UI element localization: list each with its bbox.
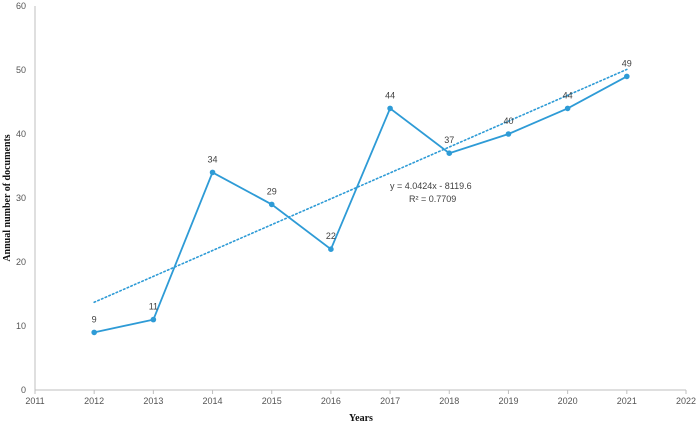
y-axis-ticks: 0 10 20 30 40 50 60: [16, 1, 26, 395]
trendline-r-squared: R² = 0.7709: [409, 194, 456, 204]
y-tick-label: 40: [16, 129, 26, 139]
x-tick-label: 2014: [203, 396, 223, 406]
y-tick-label: 0: [21, 385, 26, 395]
data-label: 49: [622, 58, 632, 68]
data-label: 29: [267, 186, 277, 196]
data-point: [446, 150, 453, 156]
y-tick-label: 20: [16, 257, 26, 267]
x-tick-label: 2018: [439, 396, 459, 406]
data-label: 37: [444, 135, 454, 145]
data-labels: 9 11 34 29 22 44 37 40 44 49: [92, 58, 632, 324]
series-line: [94, 75, 628, 334]
x-tick-label: 2020: [558, 396, 578, 406]
data-point: [209, 169, 216, 176]
data-label: 34: [208, 154, 218, 164]
data-point: [91, 329, 97, 336]
x-tick-label: 2012: [84, 396, 104, 406]
x-tick-label: 2013: [143, 396, 163, 406]
trendline: [93, 68, 628, 304]
data-point: [150, 316, 157, 323]
data-point: [268, 201, 275, 208]
x-tick-label: 2021: [617, 396, 637, 406]
x-tick-label: 2017: [380, 396, 400, 406]
y-axis-title: Annual number of documents: [2, 134, 13, 261]
data-point: [387, 105, 393, 112]
x-tick-label: 2016: [321, 396, 341, 406]
data-label: 9: [92, 314, 97, 324]
data-label: 40: [503, 116, 513, 126]
x-axis-ticks: 2011 2012 2013 2014 2015 2016 2017 2018 2019 2020…: [25, 390, 696, 406]
y-tick-label: 10: [16, 321, 26, 331]
data-point: [505, 131, 512, 137]
data-point: [328, 246, 334, 252]
x-tick-label: 2022: [676, 396, 696, 406]
x-axis-title: Years: [349, 413, 373, 424]
x-tick-label: 2011: [25, 396, 44, 406]
x-tick-label: 2019: [498, 396, 518, 406]
y-tick-label: 50: [16, 65, 26, 75]
data-label: 44: [563, 90, 573, 100]
y-tick-label: 60: [16, 1, 26, 11]
trendline-equation: y = 4.0424x - 8119.6: [390, 181, 472, 191]
data-point: [624, 73, 630, 80]
data-label: 11: [149, 302, 158, 312]
data-points: [91, 73, 630, 336]
data-point: [564, 105, 571, 112]
x-tick-label: 2015: [262, 396, 282, 406]
y-tick-label: 30: [16, 193, 26, 203]
data-label: 44: [385, 90, 395, 100]
data-label: 22: [326, 231, 336, 241]
